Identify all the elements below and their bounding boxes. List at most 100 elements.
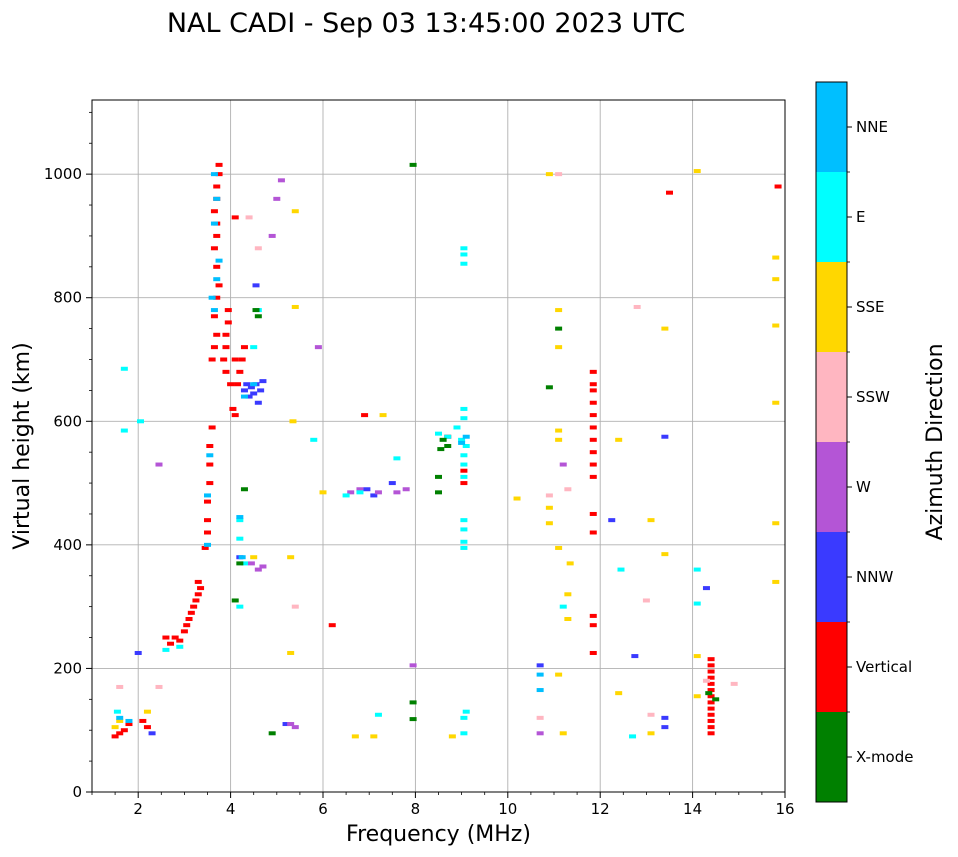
data-point-e: [250, 345, 258, 350]
data-point-vertical: [707, 718, 715, 723]
data-point-sse: [564, 592, 572, 597]
x-tick-label: 16: [775, 800, 794, 818]
data-point-x-mode: [409, 700, 417, 705]
data-point-vertical: [143, 725, 151, 730]
data-point-nnw: [370, 493, 378, 498]
data-point-vertical: [204, 518, 211, 523]
data-point-sse: [291, 304, 299, 309]
data-point-w: [409, 663, 417, 668]
data-point-e: [629, 734, 637, 739]
data-point-w: [273, 196, 281, 201]
data-point-vertical: [589, 413, 597, 418]
data-point-sse: [555, 345, 563, 350]
data-point-w: [347, 490, 355, 495]
x-axis-label: Frequency (MHz): [346, 822, 531, 847]
data-point-vertical: [589, 425, 597, 430]
data-point-ssw: [155, 684, 163, 689]
data-point-x-mode: [254, 314, 262, 319]
data-point-nne: [210, 308, 218, 313]
data-point-vertical: [171, 635, 179, 640]
data-point-ssw: [116, 684, 124, 689]
data-point-nnw: [134, 650, 142, 655]
chart-title: NAL CADI - Sep 03 13:45:00 2023 UTC: [167, 8, 685, 39]
data-point-e: [458, 437, 466, 442]
data-point-vertical: [589, 530, 597, 535]
data-point-e: [310, 437, 318, 442]
data-point-ssw: [633, 304, 641, 309]
data-point-e: [113, 709, 121, 714]
data-point-e: [460, 453, 468, 458]
data-point-w: [291, 725, 299, 730]
data-point-sse: [693, 694, 701, 699]
x-tick-label: 14: [683, 800, 702, 818]
data-point-e: [120, 366, 128, 371]
data-point-nne: [236, 515, 244, 520]
data-point-vertical: [231, 413, 239, 418]
data-point-sse: [370, 734, 378, 739]
data-point-ssw: [702, 678, 710, 683]
data-point-nne: [238, 555, 246, 560]
data-point-x-mode: [435, 490, 442, 495]
data-point-w: [536, 731, 544, 736]
data-point-sse: [116, 718, 124, 723]
data-point-nne: [204, 493, 211, 498]
data-point-x-mode: [236, 561, 244, 566]
colorbar-tick-label: Vertical: [856, 658, 912, 676]
data-point-nnw: [240, 388, 248, 393]
data-point-vertical: [231, 357, 239, 362]
data-point-vertical: [215, 283, 223, 288]
data-point-sse: [647, 731, 655, 736]
data-point-vertical: [206, 481, 214, 486]
data-point-nnw: [608, 518, 616, 523]
data-point-vertical: [236, 369, 244, 374]
data-point-nne: [206, 453, 214, 458]
colorbar-label: Azimuth Direction: [923, 343, 948, 540]
data-point-e: [693, 601, 701, 606]
data-point-nne: [125, 718, 133, 723]
data-point-vertical: [208, 357, 216, 362]
data-point-ssw: [647, 712, 655, 717]
colorbar-tick-label: SSE: [856, 298, 885, 316]
data-point-x-mode: [555, 326, 563, 331]
data-point-sse: [772, 521, 780, 526]
data-point-e: [120, 428, 128, 433]
y-tick-label: 800: [53, 289, 82, 307]
data-point-vertical: [213, 264, 221, 269]
data-point-vertical: [190, 604, 198, 609]
data-point-w: [374, 490, 382, 495]
data-point-vertical: [162, 635, 170, 640]
data-point-e: [236, 518, 244, 523]
data-point-e: [617, 567, 625, 572]
data-point-vertical: [240, 345, 248, 350]
colorbar-segment-x-mode: [816, 712, 847, 802]
data-point-e: [460, 252, 468, 257]
data-point-sse: [287, 650, 295, 655]
data-point-x-mode: [444, 444, 452, 448]
data-point-vertical: [707, 706, 715, 711]
data-point-sse: [772, 323, 780, 328]
data-point-nne: [536, 688, 544, 693]
data-point-nnw: [282, 722, 290, 727]
data-point-vertical: [707, 725, 715, 730]
data-point-vertical: [589, 511, 597, 516]
data-point-e: [460, 462, 468, 467]
data-point-vertical: [213, 295, 221, 300]
data-point-vertical: [707, 681, 715, 686]
data-point-nne: [250, 382, 258, 387]
data-point-sse: [693, 169, 701, 174]
data-point-sse: [143, 709, 151, 714]
data-point-vertical: [210, 345, 218, 350]
data-point-nnw: [702, 586, 710, 591]
data-point-vertical: [192, 598, 200, 603]
data-point-vertical: [213, 332, 221, 337]
data-point-vertical: [185, 617, 193, 621]
data-point-ssw: [254, 246, 262, 251]
data-point-w: [268, 233, 276, 238]
data-point-ssw: [730, 681, 738, 686]
data-point-ssw: [245, 215, 253, 220]
data-point-e: [460, 518, 468, 523]
data-point-nne: [208, 295, 216, 300]
data-point-vertical: [201, 545, 209, 550]
data-point-sse: [111, 725, 119, 730]
data-point-e: [176, 644, 184, 649]
